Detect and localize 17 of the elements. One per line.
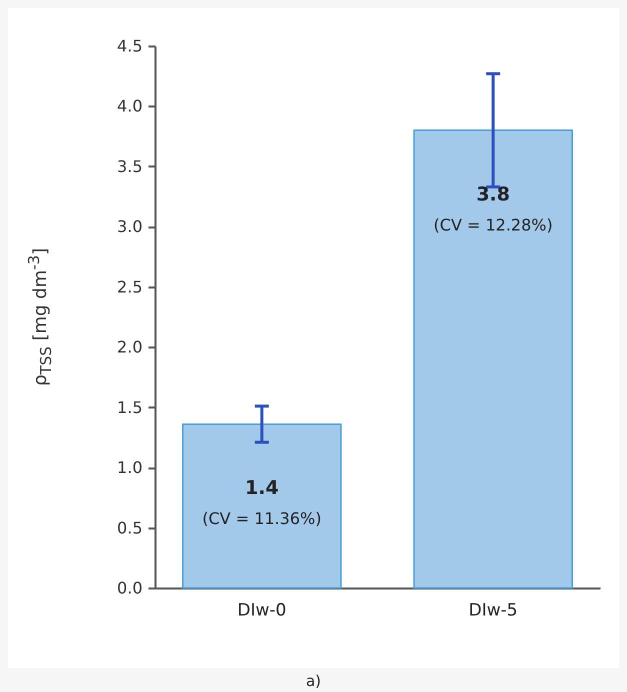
- y-tick-label: 0.0: [117, 578, 142, 598]
- y-tick-label: 1.5: [117, 398, 142, 417]
- x-tick-label: DIw-0: [237, 600, 286, 620]
- y-tick-label: 1.0: [117, 458, 142, 478]
- y-tick-label: 3.5: [117, 156, 142, 176]
- text: a): [304, 672, 322, 690]
- y-tick-label: 3.0: [117, 217, 142, 236]
- annotation: (CV = 11.36%): [202, 509, 322, 528]
- y-tick-label: 2.5: [117, 277, 142, 296]
- y-tick-label: 0.5: [117, 518, 142, 538]
- data-label: 1.4: [245, 477, 279, 500]
- y-tick-label: 4.0: [117, 96, 142, 116]
- annotation: (CV = 12.28%): [434, 215, 553, 234]
- y-tick-label: 2.0: [117, 338, 142, 357]
- data-label: 3.8: [476, 183, 510, 206]
- y-tick-label: 4.5: [117, 36, 142, 56]
- x-tick-label: DIw-5: [468, 600, 518, 620]
